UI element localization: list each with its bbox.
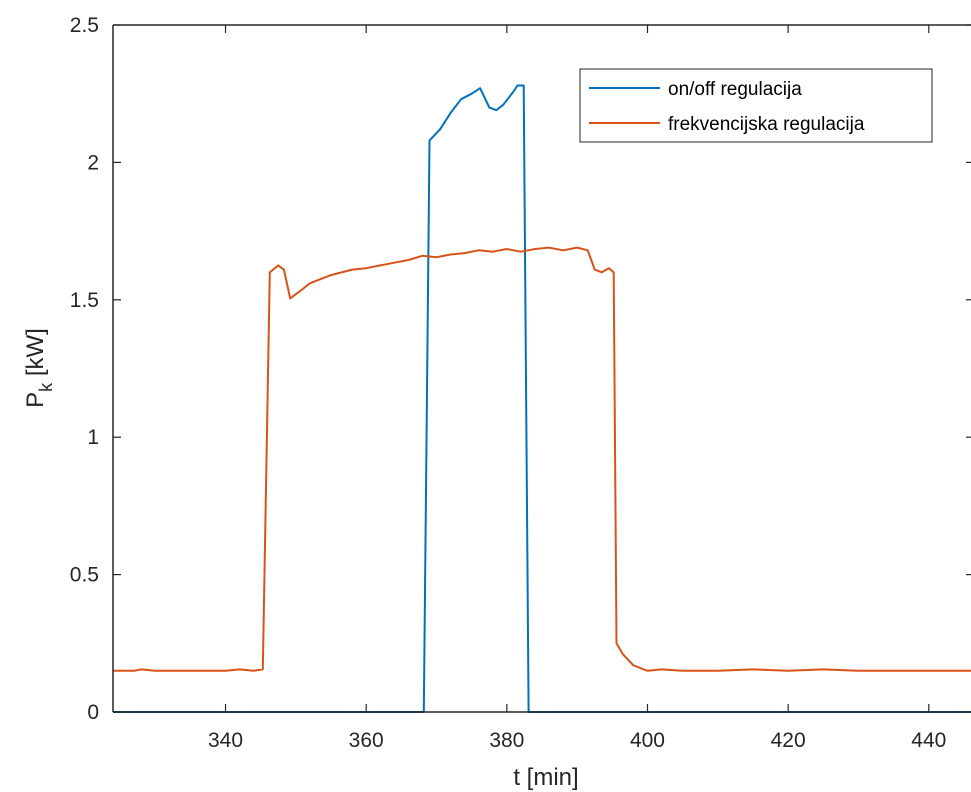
- y-tick-label: 2.5: [70, 14, 99, 37]
- y-tick-label: 1: [87, 426, 99, 449]
- axes-layer: [112, 24, 971, 713]
- y-axis-title: Pk [kW]: [22, 328, 56, 408]
- x-tick-label: 440: [911, 729, 946, 752]
- x-tick-label: 340: [208, 729, 243, 752]
- x-tick-label: 360: [349, 729, 384, 752]
- y-tick-label: 0: [87, 701, 99, 724]
- x-tick-label: 420: [771, 729, 806, 752]
- x-tick-label: 380: [489, 729, 524, 752]
- y-tick-label: 0.5: [70, 564, 99, 587]
- legend-label-on-off: on/off regulacija: [668, 79, 802, 100]
- y-axis-title-main: P: [22, 392, 49, 408]
- y-tick-label: 2: [87, 151, 99, 174]
- x-axis-title: t [min]: [513, 764, 578, 791]
- y-axis-title-unit: [kW]: [22, 328, 49, 383]
- y-axis-title-sub: k: [36, 382, 56, 392]
- ticks-layer: 340 360 380 400 420 440 0 0.5 1 1.5 2 2.5: [70, 14, 971, 752]
- series-line-frekvencijska: [113, 246, 971, 672]
- legend: on/off regulacija frekvencijska regulaci…: [579, 68, 933, 143]
- series-layer: [113, 84, 971, 713]
- x-tick-label: 400: [630, 729, 665, 752]
- legend-box: [579, 68, 933, 143]
- y-tick-label: 1.5: [70, 289, 99, 312]
- series-line-on-off: [113, 84, 971, 713]
- legend-label-frekvencijska: frekvencijska regulacija: [668, 114, 865, 135]
